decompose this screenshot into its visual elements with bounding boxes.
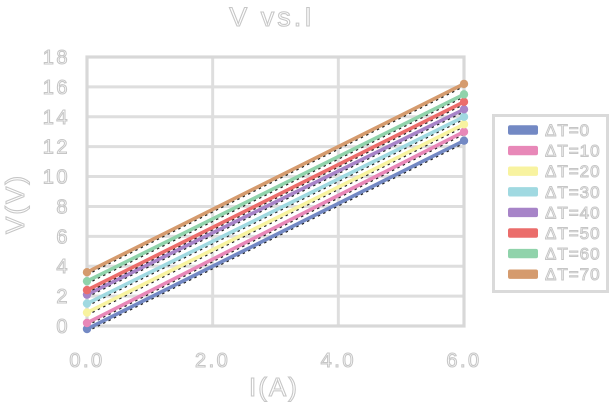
legend-swatch (508, 207, 538, 218)
data-line (85, 92, 466, 283)
y-tick-label: 8 (56, 196, 70, 218)
fit-line (86, 118, 465, 307)
legend-swatch (508, 145, 538, 156)
y-tick-label: 6 (56, 226, 70, 248)
series-ΔT=70 (82, 79, 469, 277)
legend-border (492, 114, 609, 293)
data-line (85, 114, 466, 306)
plot-border (85, 55, 466, 328)
y-tick-label: 2 (56, 286, 70, 308)
legend-swatch (508, 166, 538, 176)
data-point-marker (82, 324, 92, 334)
y-tick-label: 12 (43, 137, 70, 159)
x-tick-label: 4.0 (321, 350, 356, 372)
series-ΔT=50 (82, 97, 469, 295)
data-line (85, 100, 466, 292)
series-ΔT=60 (82, 90, 469, 286)
y-tick-label: 18 (43, 47, 70, 69)
legend-label: ΔT=0 (545, 121, 590, 140)
data-point-marker (459, 97, 469, 107)
fit-line (86, 103, 465, 294)
data-point-marker (459, 79, 469, 89)
data-point-marker (82, 285, 92, 295)
data-line (85, 138, 466, 331)
data-line (85, 122, 466, 315)
series-ΔT=0 (82, 136, 469, 334)
fit-line (86, 85, 465, 276)
legend-label: ΔT=10 (545, 142, 601, 161)
y-tick-label: 10 (43, 167, 70, 189)
data-line (85, 82, 466, 275)
legend-swatch (508, 187, 538, 197)
data-point-marker (459, 127, 469, 136)
x-tick-label: 6.0 (446, 350, 481, 372)
series-ΔT=20 (82, 120, 469, 317)
tick-labels: 0 2 4 6 8 10 12 14 16 18 0.0 2.0 4.0 6.0 (42, 46, 481, 372)
data-line (85, 107, 466, 297)
data-point-marker (82, 299, 92, 308)
fit-line (86, 96, 465, 285)
series-lines (82, 79, 469, 334)
series-ΔT=40 (82, 105, 469, 299)
fit-line (86, 142, 465, 333)
y-axis-label: V(V) (0, 174, 30, 234)
data-point-marker (459, 120, 469, 129)
chart-title: V vs.I (229, 2, 315, 32)
plot-layer: 0 2 4 6 8 10 12 14 16 18 0.0 2.0 4.0 6.0 ΔT=0 ΔT=10ΔT=2… (42, 46, 609, 373)
x-tick-label: 2.0 (195, 350, 230, 372)
legend-label: ΔT=70 (545, 265, 601, 284)
y-tick-label: 14 (43, 107, 70, 129)
fit-line (86, 125, 465, 316)
y-tick-label: 4 (56, 256, 70, 278)
data-point-marker (82, 276, 92, 286)
data-point-marker (459, 105, 469, 114)
fit-line (86, 111, 465, 298)
y-tick-label: 0 (56, 316, 70, 338)
legend-swatch (508, 125, 538, 135)
legend-label: ΔT=50 (545, 224, 601, 243)
data-line (85, 129, 466, 325)
legend-label: ΔT=30 (545, 183, 601, 202)
data-point-marker (459, 136, 469, 145)
data-point-marker (82, 308, 92, 317)
data-point-marker (459, 112, 469, 121)
data-point-marker (82, 268, 92, 277)
legend-swatch (508, 248, 538, 259)
data-point-marker (82, 318, 92, 328)
x-tick-label: 0.0 (69, 350, 104, 372)
x-axis-label: I(A) (249, 372, 299, 402)
series-ΔT=30 (82, 112, 469, 308)
legend-swatch (508, 269, 538, 279)
legend-swatch (508, 228, 538, 238)
series-ΔT=10 (82, 127, 469, 328)
legend-label: ΔT=20 (545, 162, 601, 181)
legend-label: ΔT=60 (545, 245, 601, 264)
data-point-marker (459, 90, 469, 99)
fit-line (86, 133, 465, 327)
legend-label: ΔT=40 (545, 203, 601, 222)
y-tick-label: 16 (43, 77, 70, 99)
